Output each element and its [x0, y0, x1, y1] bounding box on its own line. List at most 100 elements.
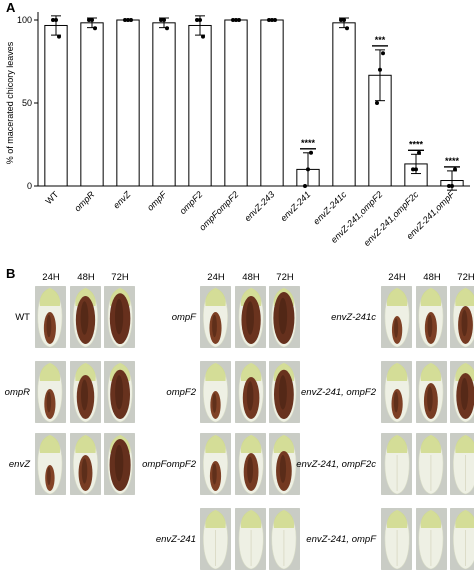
leaf-photo [269, 361, 300, 423]
x-tick-label: ompF2 [178, 189, 205, 216]
data-point [411, 167, 415, 172]
time-header: 72H [457, 272, 474, 283]
data-point [234, 18, 238, 22]
data-point [201, 34, 205, 39]
x-tick-label: envZ-241 [278, 189, 312, 223]
data-point [87, 18, 91, 22]
strain-row-label: envZ [8, 459, 30, 470]
x-tick-label: envZ [111, 189, 133, 211]
strain-row-label: envZ-241, ompF2c [296, 459, 376, 470]
data-point [54, 18, 58, 22]
leaf-photo [104, 361, 135, 423]
data-point [306, 167, 310, 172]
y-tick-label: 50 [22, 98, 32, 108]
panel-a-letter: A [6, 0, 16, 15]
time-header: 48H [242, 272, 260, 283]
time-header: 24H [207, 272, 225, 283]
data-point [447, 184, 451, 188]
data-point [375, 101, 379, 105]
chart-axes: 0 50 100 % of macerated chicory leaves [5, 12, 470, 191]
time-header: 72H [111, 272, 129, 283]
bar [332, 22, 356, 187]
data-point [231, 18, 235, 22]
time-header: 24H [388, 272, 406, 283]
data-point [57, 34, 61, 39]
data-point [159, 18, 163, 22]
leaf-photo [104, 286, 135, 348]
panel-b-letter: B [6, 266, 16, 281]
leaf-photo [200, 286, 231, 348]
data-point [93, 26, 97, 31]
leaf-photo [235, 286, 266, 348]
data-point [378, 67, 382, 72]
data-point [162, 18, 166, 22]
data-point [270, 18, 274, 22]
significance-stars: **** [409, 139, 424, 149]
bar [80, 22, 104, 187]
bar [224, 19, 248, 187]
data-point [51, 18, 55, 22]
leaf-photo [450, 433, 474, 495]
leaf-photo [235, 508, 266, 570]
time-header: 72H [276, 272, 294, 283]
strain-row-label: ompF2 [166, 387, 196, 398]
y-tick-label: 0 [27, 181, 32, 191]
leaf-photo [269, 286, 300, 348]
leaf-photo [450, 508, 474, 570]
strain-row-label: envZ-241 [155, 534, 196, 545]
leaf-photo [200, 508, 231, 570]
data-point [198, 18, 202, 22]
leaf-photo [70, 286, 101, 348]
data-point [414, 167, 418, 172]
time-header: 24H [42, 272, 60, 283]
leaf-photo [416, 361, 447, 423]
leaf-photo [235, 361, 266, 423]
data-point [90, 18, 94, 22]
leaf-photo [200, 433, 231, 495]
data-point [123, 18, 127, 22]
y-axis-label: % of macerated chicory leaves [5, 41, 15, 164]
data-point [381, 51, 385, 56]
leaf-photo [416, 286, 447, 348]
leaf-photo [70, 361, 101, 423]
leaf-photo [450, 286, 474, 348]
bar [260, 19, 284, 187]
data-point [165, 26, 169, 31]
leaf-photo [235, 433, 266, 495]
strain-row-label: envZ-241, ompF [306, 534, 376, 545]
data-point [303, 184, 307, 188]
data-point [345, 26, 349, 31]
strain-row-label: envZ-241c [331, 312, 376, 323]
leaf-photo [381, 433, 412, 495]
data-point [129, 18, 133, 22]
time-header: 48H [423, 272, 441, 283]
leaf-photo [104, 433, 135, 495]
data-point [126, 18, 130, 22]
leaf-photo [416, 433, 447, 495]
data-point [273, 18, 277, 22]
strain-row-label: ompR [4, 387, 30, 398]
data-point [339, 18, 343, 22]
significance-stars: *** [375, 35, 386, 45]
data-point [417, 150, 421, 155]
x-tick-label: WT [43, 189, 60, 206]
x-tick-label: envZ-243 [242, 189, 276, 223]
leaf-photo [269, 433, 300, 495]
strain-row-label: ompF [171, 312, 196, 323]
data-point [450, 184, 454, 188]
data-point [267, 18, 271, 22]
strain-row-label: ompFompF2 [142, 459, 196, 470]
leaf-photo [381, 361, 412, 423]
significance-stars: **** [445, 156, 460, 166]
y-tick-label: 100 [17, 15, 32, 25]
time-header: 48H [77, 272, 95, 283]
chart-bars: *************** [44, 15, 464, 191]
data-point [237, 18, 241, 22]
leaf-photo [381, 286, 412, 348]
leaf-photo [450, 361, 474, 423]
data-point [309, 150, 313, 155]
strain-row-label: WT [15, 312, 30, 323]
x-tick-label: ompF [145, 189, 169, 213]
